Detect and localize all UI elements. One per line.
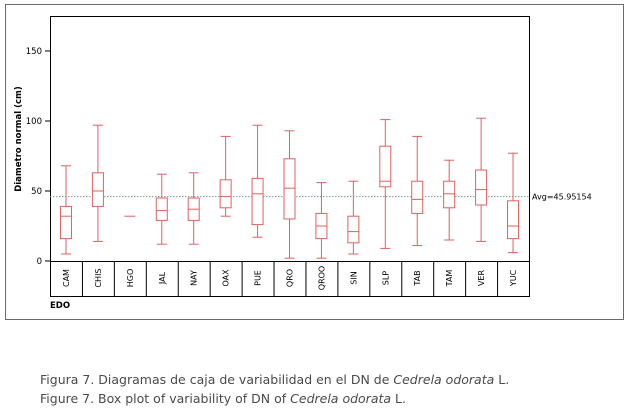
box-iqr	[155, 197, 168, 221]
box-tab	[411, 135, 424, 247]
box-iqr	[59, 205, 72, 240]
box-pue	[251, 124, 264, 238]
box-tam	[443, 159, 456, 241]
box-nay	[187, 172, 200, 245]
x-tick-label: PUE	[254, 270, 263, 286]
box-slp	[379, 119, 392, 249]
y-tick-label: 50	[31, 187, 42, 197]
figure-border	[5, 4, 624, 320]
y-tick-label: 0	[37, 257, 42, 267]
box-iqr	[91, 172, 104, 207]
box-iqr	[443, 180, 456, 209]
x-axis-label: EDO	[50, 301, 70, 311]
caption-en-species: Cedrela odorata	[290, 391, 392, 406]
x-tick-label: SIN	[349, 271, 358, 284]
caption-en-prefix: Figure 7. Box plot of variability of DN …	[40, 391, 291, 406]
box-chis	[91, 124, 104, 242]
avg-line-label: Avg=45.95154	[532, 193, 592, 202]
x-tick-label: VER	[477, 270, 486, 287]
x-tick-label: OAX	[222, 269, 231, 287]
caption-es-prefix: Figura 7. Diagramas de caja de variabili…	[40, 372, 394, 387]
box-iqr	[507, 200, 520, 240]
caption-spanish: Figura 7. Diagramas de caja de variabili…	[40, 372, 509, 387]
box-qro	[283, 130, 296, 259]
x-axis: CAM CHIS HGO JAL NAY OAX PUE QRO QROO SIN SLP TAB TA…	[50, 261, 530, 297]
y-tick-label: 150	[26, 47, 42, 57]
x-tick-label: QROO	[317, 266, 326, 290]
box-yuc	[507, 152, 520, 254]
x-tick-label: CAM	[62, 269, 71, 287]
box-sin	[347, 180, 360, 255]
x-tick-label: TAM	[445, 270, 454, 288]
caption-es-suffix: L.	[494, 372, 510, 387]
box-iqr	[283, 158, 296, 220]
x-tick-label: HGO	[126, 269, 135, 288]
box-iqr	[379, 145, 392, 188]
caption-es-species: Cedrela odorata	[393, 372, 495, 387]
box-ver	[475, 117, 488, 242]
caption-en-suffix: L.	[391, 391, 406, 406]
box-jal	[155, 173, 168, 245]
box-iqr	[411, 180, 424, 214]
box-iqr	[475, 169, 488, 206]
box-iqr	[251, 177, 264, 226]
box-qroo	[315, 182, 328, 259]
box-oax	[219, 135, 232, 217]
caption-english: Figure 7. Box plot of variability of DN …	[40, 391, 406, 406]
boxes	[59, 117, 520, 259]
x-tick-label: CHIS	[94, 268, 103, 287]
y-tick-label: 100	[26, 117, 42, 127]
box-iqr	[219, 179, 232, 209]
x-tick-label: SLP	[381, 271, 390, 286]
x-tick-label: QRO	[286, 269, 295, 287]
y-axis-label: Diametro normal (cm)	[14, 86, 24, 192]
y-axis: 0 50 100 150	[26, 47, 50, 267]
box-cam	[59, 165, 72, 255]
box-iqr	[347, 215, 360, 244]
x-tick-label: TAB	[413, 270, 422, 286]
x-tick-label: YUC	[509, 269, 518, 287]
x-tick-label: JAL	[158, 271, 167, 285]
x-tick-label: NAY	[190, 270, 199, 286]
x-category-row	[50, 261, 530, 297]
